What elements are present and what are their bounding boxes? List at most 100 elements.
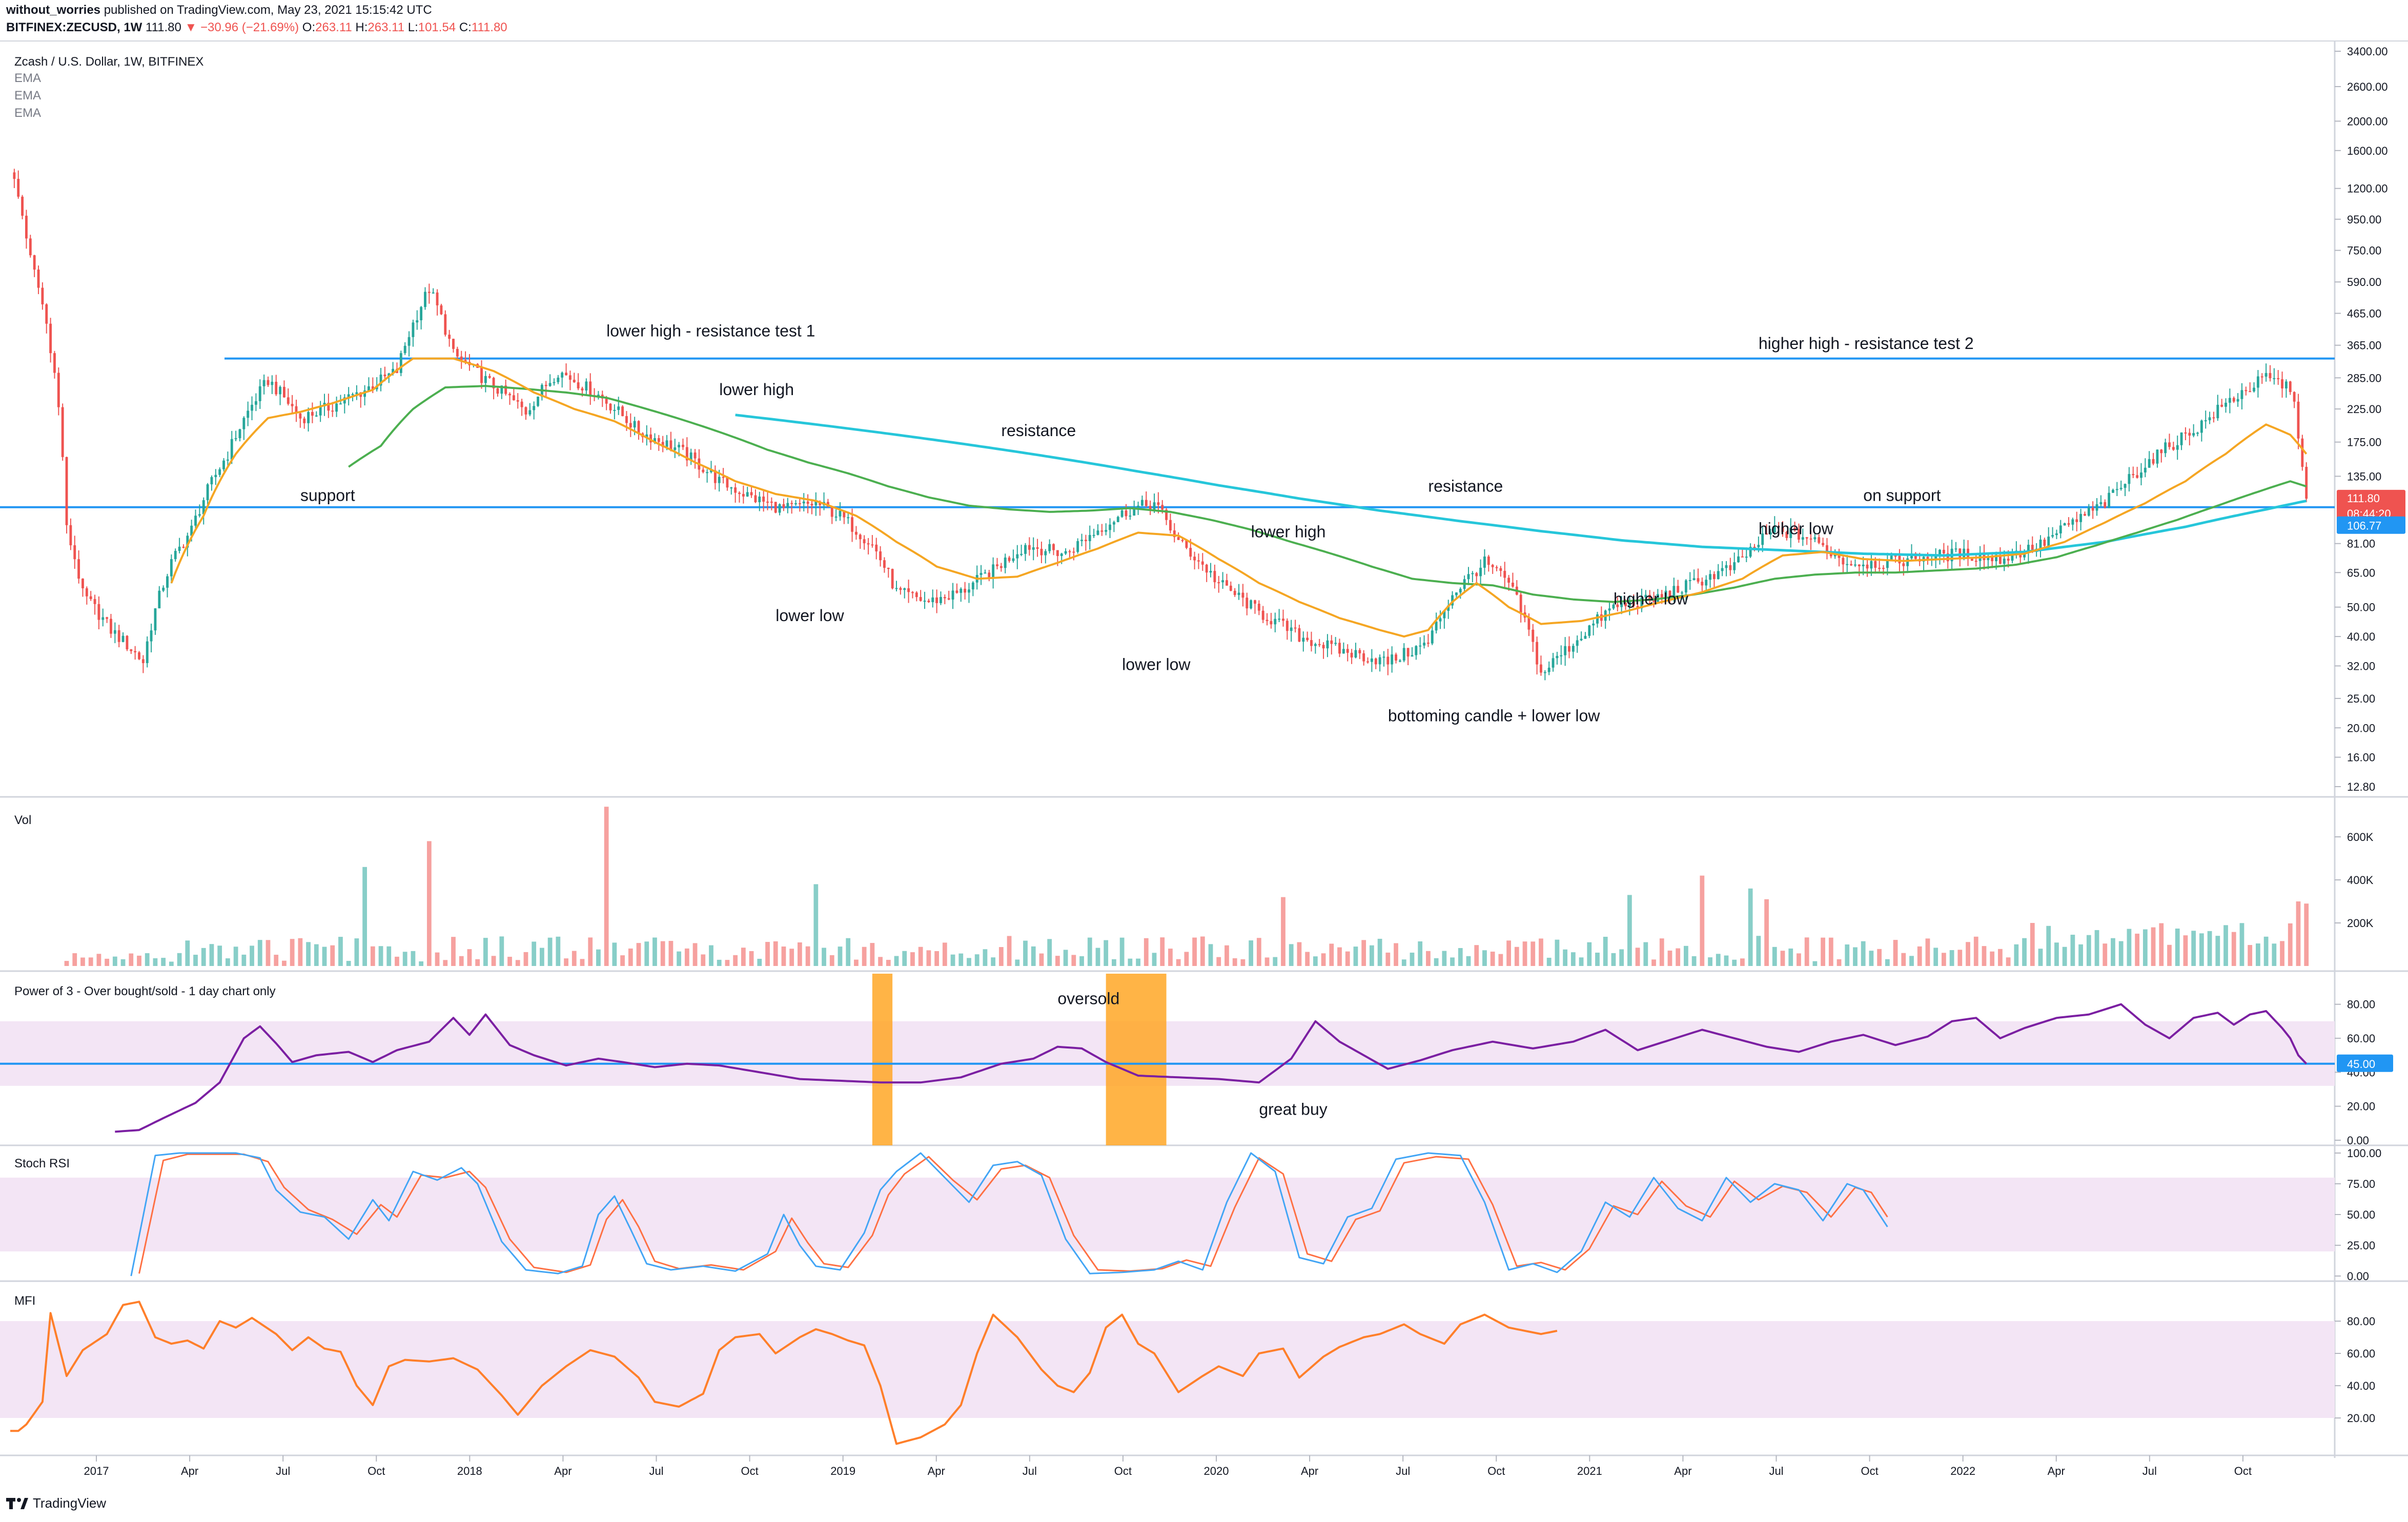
volume-bar bbox=[886, 960, 891, 966]
candle-body bbox=[392, 368, 395, 374]
candle-body bbox=[117, 630, 120, 642]
candle-body bbox=[1229, 585, 1232, 591]
volume-bar bbox=[983, 949, 988, 966]
candle-body bbox=[186, 536, 189, 548]
candle-body bbox=[2253, 387, 2255, 392]
chart-annotation: lower high - resistance test 1 bbox=[606, 322, 815, 340]
stoch-pane-title: Stoch RSI bbox=[14, 1157, 70, 1170]
volume-bar bbox=[733, 955, 738, 966]
candle-body bbox=[106, 617, 109, 619]
volume-bar bbox=[1015, 959, 1020, 966]
candle-body bbox=[2281, 379, 2283, 388]
candle-body bbox=[440, 305, 443, 315]
candle-body bbox=[141, 659, 145, 664]
volume-bar bbox=[120, 959, 126, 966]
volume-bar bbox=[1079, 956, 1084, 966]
volume-bar bbox=[2038, 949, 2043, 966]
candle-body bbox=[1443, 611, 1446, 619]
candle-body bbox=[1044, 551, 1047, 556]
time-tick-label: Oct bbox=[368, 1465, 385, 1477]
candle-body bbox=[299, 413, 302, 419]
volume-bar bbox=[894, 956, 899, 966]
candle-body bbox=[2225, 402, 2227, 407]
candle-body bbox=[1302, 637, 1305, 642]
candle-body bbox=[629, 423, 632, 428]
volume-bar bbox=[1281, 897, 1285, 966]
volume-bar bbox=[386, 946, 392, 966]
candle-body bbox=[943, 597, 946, 599]
candle-body bbox=[1584, 635, 1587, 639]
mfi-pane-title: MFI bbox=[14, 1294, 35, 1308]
candle-body bbox=[2144, 467, 2147, 472]
candle-body bbox=[847, 517, 850, 519]
candle-body bbox=[657, 438, 660, 442]
support-price-label: 106.77 bbox=[2347, 520, 2381, 532]
candle-body bbox=[524, 407, 527, 415]
candle-body bbox=[1818, 537, 1821, 543]
volume-bar bbox=[2215, 936, 2220, 966]
candle-body bbox=[1157, 502, 1160, 505]
candle-body bbox=[2160, 449, 2163, 454]
candle-body bbox=[2273, 378, 2276, 379]
volume-bar bbox=[1450, 957, 1455, 966]
candle-body bbox=[49, 323, 52, 354]
time-tick-label: Apr bbox=[181, 1465, 198, 1477]
volume-bar bbox=[1740, 958, 1745, 966]
candle-body bbox=[2027, 545, 2030, 553]
volume-bar bbox=[958, 953, 964, 966]
volume-bar bbox=[1039, 953, 1044, 966]
candle-body bbox=[1318, 644, 1321, 645]
power3-annotation: oversold bbox=[1057, 990, 1119, 1008]
candle-body bbox=[2200, 420, 2203, 433]
candle-body bbox=[420, 307, 423, 320]
candle-body bbox=[1391, 654, 1394, 665]
candle-body bbox=[568, 375, 572, 380]
price-tick-label: 225.00 bbox=[2347, 403, 2381, 416]
candle-body bbox=[1822, 543, 1825, 545]
symbol-name[interactable]: BITFINEX:ZECUSD, 1W bbox=[6, 20, 142, 34]
candle-body bbox=[1213, 571, 1216, 583]
volume-bar bbox=[1933, 948, 1938, 966]
candle-body bbox=[1733, 562, 1736, 570]
candle-body bbox=[964, 588, 967, 593]
candle-body bbox=[1995, 554, 1997, 562]
candle-body bbox=[685, 447, 688, 461]
volume-bar bbox=[1031, 946, 1036, 966]
stoch-tick-label: 25.00 bbox=[2347, 1239, 2375, 1252]
volume-tick-label: 400K bbox=[2347, 874, 2374, 887]
volume-bar bbox=[250, 945, 254, 966]
candle-body bbox=[1140, 500, 1144, 506]
footer-brand[interactable]: TradingView bbox=[33, 1495, 107, 1511]
volume-bar bbox=[1321, 953, 1326, 966]
candle-body bbox=[830, 506, 833, 517]
candle-body bbox=[254, 401, 257, 405]
candle-body bbox=[2087, 507, 2090, 516]
candle-body bbox=[935, 597, 938, 603]
candle-body bbox=[182, 546, 185, 548]
volume-bar bbox=[1772, 947, 1777, 966]
candle-body bbox=[2055, 533, 2058, 536]
candle-body bbox=[2188, 433, 2191, 436]
candle-body bbox=[887, 568, 890, 569]
candle-body bbox=[1970, 559, 1973, 561]
author-name[interactable]: without_worries bbox=[6, 3, 101, 17]
volume-bar bbox=[2248, 945, 2253, 966]
candle-body bbox=[1826, 545, 1828, 553]
candle-body bbox=[1717, 571, 1720, 580]
volume-tick-label: 600K bbox=[2347, 831, 2374, 844]
volume-bar bbox=[193, 955, 198, 966]
candle-body bbox=[1020, 553, 1023, 555]
candle-body bbox=[512, 395, 515, 400]
volume-bar bbox=[998, 947, 1004, 966]
candle-body bbox=[2277, 378, 2280, 380]
price-tick-label: 2000.00 bbox=[2347, 115, 2388, 128]
candle-body bbox=[307, 412, 310, 423]
time-tick-label: Jul bbox=[1769, 1465, 1783, 1477]
candle-body bbox=[1664, 590, 1667, 598]
volume-bar bbox=[2263, 936, 2269, 966]
candle-body bbox=[1455, 592, 1458, 595]
candle-body bbox=[242, 418, 246, 429]
volume-bar bbox=[233, 947, 238, 966]
candle-body bbox=[1201, 561, 1204, 565]
candle-body bbox=[1495, 567, 1498, 568]
